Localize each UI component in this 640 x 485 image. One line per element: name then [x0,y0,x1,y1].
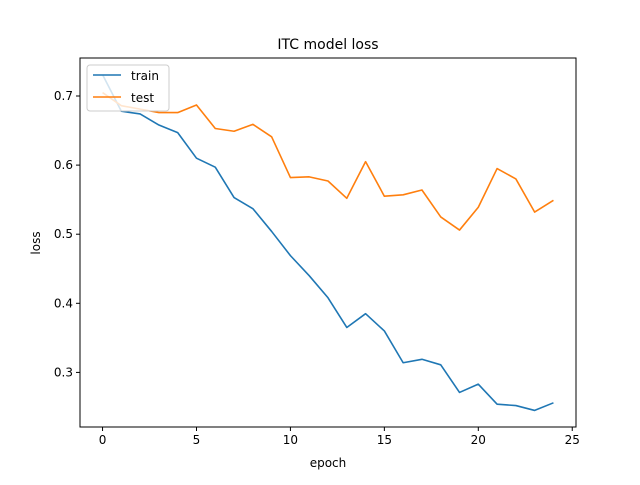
axes-frame [79,57,577,428]
y-axis-label: loss [29,231,43,254]
train-series-line [101,74,554,412]
chart-title: ITC model loss [277,37,378,53]
y-tick-label: 0.7 [54,89,73,103]
test-series-line [102,91,554,231]
x-tick-label: 20 [471,433,486,447]
x-tick-label: 5 [193,433,201,447]
x-tick-label: 0 [99,433,107,447]
y-axis-ticks: 0.3 0.4 0.5 0.6 0.7 [54,89,80,379]
x-axis-ticks: 0 5 10 15 20 25 [99,427,580,447]
x-axis-label: epoch [310,456,347,470]
y-tick-label: 0.4 [54,296,73,310]
x-tick-label: 25 [565,433,580,447]
series-lines [101,74,554,412]
y-tick-label: 0.3 [54,365,73,379]
x-tick-label: 15 [377,433,392,447]
x-tick-label: 10 [283,433,298,447]
legend-box [86,64,170,112]
y-tick-label: 0.6 [54,158,73,172]
legend-train-label: train [131,69,159,83]
legend-test-label: test [131,91,154,105]
y-tick-label: 0.5 [54,227,73,241]
plot-area [80,58,576,427]
legend: train test [86,64,170,112]
